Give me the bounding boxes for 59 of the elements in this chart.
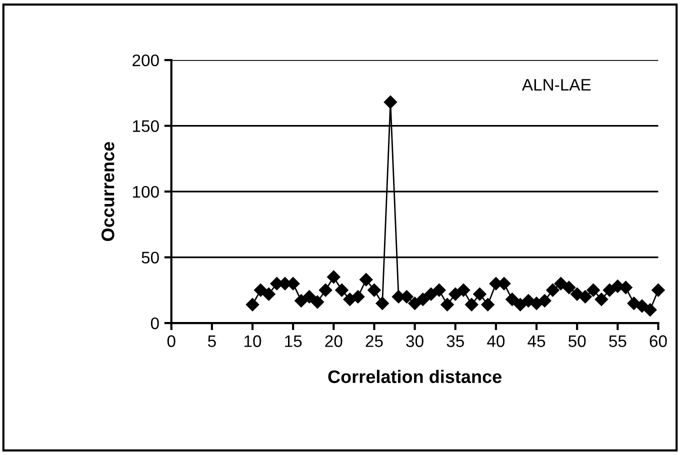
point bbox=[506, 292, 519, 306]
point bbox=[562, 280, 576, 294]
annotation: ALN-LAE bbox=[522, 79, 591, 91]
point bbox=[578, 290, 592, 304]
x-tick-label: 55 bbox=[609, 335, 626, 348]
y-axis-title: Occurrence bbox=[102, 142, 114, 241]
point bbox=[481, 298, 494, 312]
point bbox=[602, 284, 616, 297]
point bbox=[554, 277, 568, 290]
point bbox=[594, 292, 608, 306]
point bbox=[408, 296, 422, 310]
point bbox=[538, 294, 552, 308]
point bbox=[416, 292, 430, 306]
x-tick-label: 20 bbox=[325, 335, 342, 348]
point bbox=[652, 284, 665, 297]
point bbox=[546, 284, 560, 297]
x-tick-label: 25 bbox=[366, 335, 383, 348]
x-tick-label: 10 bbox=[244, 335, 262, 348]
y-tick-label: 150 bbox=[133, 120, 159, 132]
x-tick-label: 35 bbox=[446, 335, 464, 348]
point bbox=[644, 303, 657, 316]
point bbox=[246, 298, 260, 312]
x-tick-label: 60 bbox=[650, 335, 667, 348]
point bbox=[635, 299, 649, 313]
y-tick-label: 50 bbox=[142, 252, 159, 264]
point bbox=[327, 270, 340, 284]
x-axis-title: Correlation distance bbox=[328, 370, 502, 384]
point bbox=[368, 284, 381, 297]
point bbox=[376, 296, 389, 310]
point bbox=[465, 298, 478, 312]
point bbox=[294, 294, 308, 308]
point bbox=[440, 298, 454, 312]
point bbox=[473, 288, 486, 301]
point bbox=[351, 290, 365, 304]
point bbox=[318, 284, 332, 297]
point bbox=[514, 298, 527, 312]
point bbox=[360, 273, 373, 286]
x-tick-label: 15 bbox=[285, 335, 302, 348]
point bbox=[448, 288, 462, 301]
x-tick-label: 50 bbox=[568, 335, 586, 348]
y-tick-label: 0 bbox=[150, 317, 159, 330]
point bbox=[302, 290, 316, 304]
y-tick-label: 100 bbox=[133, 186, 159, 198]
x-tick-label: 40 bbox=[487, 335, 505, 348]
point bbox=[456, 284, 470, 297]
point bbox=[586, 284, 600, 297]
point bbox=[262, 288, 276, 301]
x-tick-label: 30 bbox=[406, 335, 424, 348]
y-tick-label: 200 bbox=[132, 54, 159, 66]
point bbox=[335, 284, 348, 297]
point bbox=[619, 280, 632, 294]
x-tick-label: 5 bbox=[208, 335, 216, 348]
point bbox=[424, 288, 438, 301]
point bbox=[384, 96, 398, 109]
point bbox=[310, 295, 324, 309]
x-tick-label: 45 bbox=[528, 335, 546, 348]
point bbox=[254, 284, 268, 297]
x-tick-label: 0 bbox=[167, 335, 176, 348]
point bbox=[432, 284, 446, 297]
